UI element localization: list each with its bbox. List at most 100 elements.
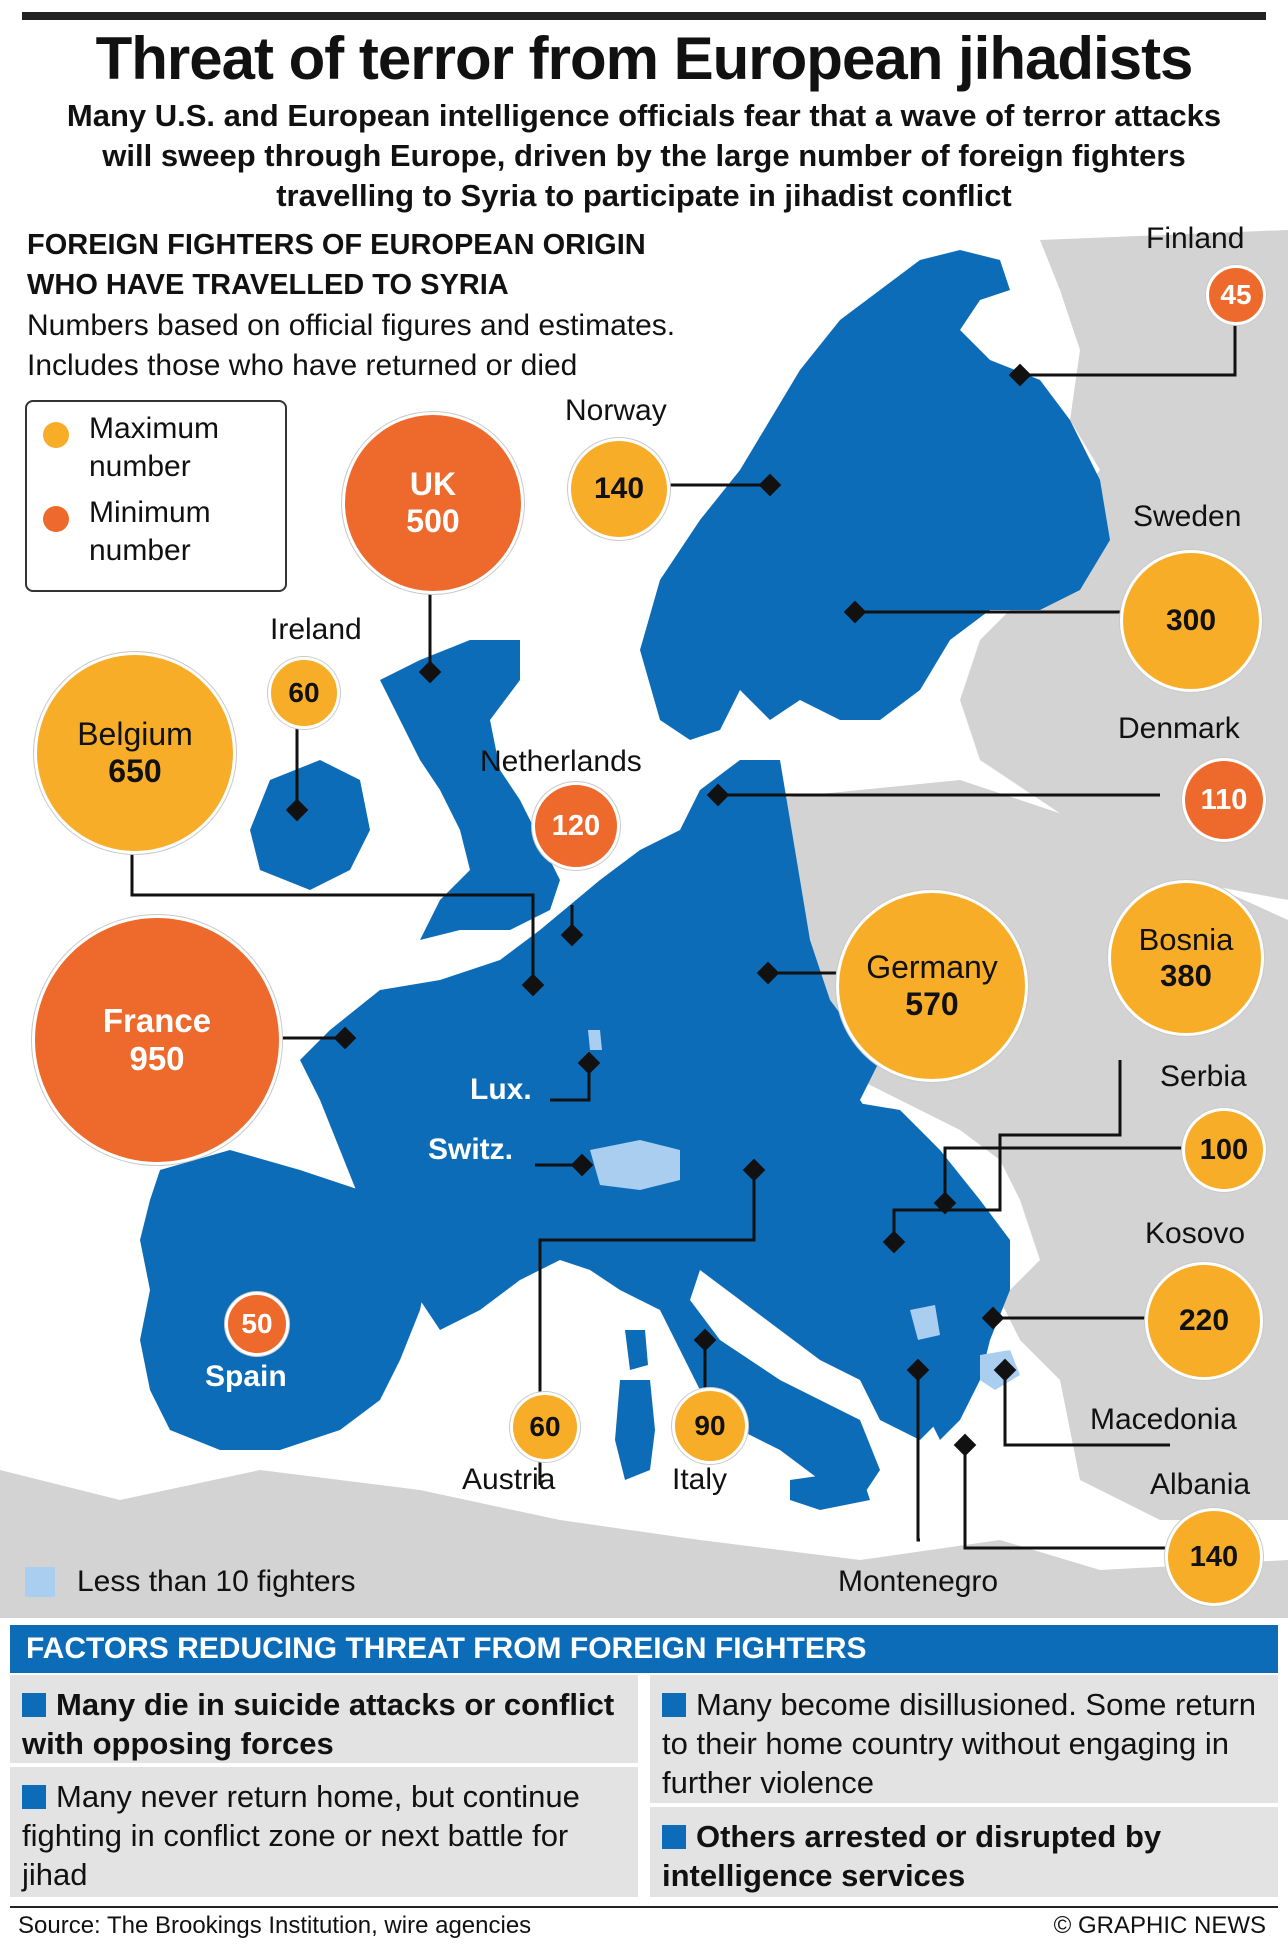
bubble-serbia: 100 [1182, 1108, 1266, 1192]
bubble-kosovo-value: 220 [1178, 1304, 1230, 1337]
corsica-shape [625, 1330, 648, 1370]
switzerland-shape [590, 1140, 680, 1190]
country-label-austria: Austria [462, 1463, 556, 1496]
country-label-finland: Finland [1146, 222, 1245, 255]
bubble-norway: 140 [568, 438, 670, 540]
factor-item-4-text: Others arrested or disrupted by intellig… [662, 1819, 1162, 1893]
bubble-bosnia-value: 380 [1160, 958, 1212, 993]
label-switzerland: Switz. [428, 1133, 514, 1166]
bubble-italy-value: 90 [694, 1410, 726, 1441]
map-note: Numbers based on official figures and es… [27, 306, 675, 386]
top-rule [22, 12, 1266, 20]
bubble-finland: 45 [1206, 265, 1266, 325]
bubble-france-name: France [102, 1002, 212, 1039]
factor-item-2-text: Many never return home, but continue fig… [22, 1779, 580, 1892]
label-montenegro: Montenegro [838, 1565, 999, 1598]
page-subtitle: Many U.S. and European intelligence offi… [66, 98, 1222, 213]
credit-text: © GRAPHIC NEWS [1053, 1912, 1266, 1939]
country-label-denmark: Denmark [1118, 712, 1240, 745]
source-text: Source: The Brookings Institution, wire … [18, 1912, 532, 1939]
country-label-sweden: Sweden [1133, 500, 1242, 533]
bubble-denmark-value: 110 [1200, 783, 1248, 816]
square-bullet-icon [662, 1693, 686, 1717]
iberia-shape [140, 1150, 430, 1450]
map-section-title: FOREIGN FIGHTERS OF EUROPEAN ORIGIN WHO … [27, 225, 646, 305]
country-label-serbia: Serbia [1160, 1060, 1247, 1093]
bubble-belgium: Belgium 650 [34, 652, 236, 854]
montenegro-shape [910, 1305, 940, 1340]
bubble-france-value: 950 [129, 1040, 185, 1077]
bubble-albania-value: 140 [1189, 1540, 1239, 1573]
bubble-ireland-value: 60 [288, 677, 320, 708]
factor-item-1-text: Many die in suicide attacks or conflict … [22, 1687, 615, 1761]
square-bullet-icon [22, 1785, 46, 1809]
factor-item-1: Many die in suicide attacks or conflict … [10, 1675, 638, 1763]
minimum-legend-dot [43, 506, 69, 532]
factor-item-2: Many never return home, but continue fig… [10, 1767, 638, 1897]
country-label-spain: Spain [205, 1360, 287, 1393]
bubble-albania: 140 [1165, 1508, 1263, 1606]
bubble-spain: 50 [225, 1292, 289, 1356]
maximum-legend-line2: number [89, 450, 191, 483]
maximum-legend-label: Maximum number [89, 410, 219, 486]
bubble-belgium-name: Belgium [77, 716, 193, 752]
factor-item-3-text: Many become disillusioned. Some return t… [662, 1687, 1256, 1800]
bubble-norway-value: 140 [593, 472, 645, 505]
square-bullet-icon [662, 1825, 686, 1849]
bubble-sweden: 300 [1120, 550, 1262, 692]
square-bullet-icon [22, 1693, 46, 1717]
country-label-ireland: Ireland [270, 613, 362, 646]
map-note-line2: Includes those who have returned or died [27, 349, 578, 382]
luxembourg-shape [588, 1030, 602, 1050]
label-luxembourg: Lux. [470, 1073, 532, 1106]
bubble-uk: UK 500 [342, 412, 524, 594]
uk-shape [380, 640, 560, 940]
factor-item-4: Others arrested or disrupted by intellig… [650, 1807, 1278, 1897]
bubble-denmark: 110 [1182, 758, 1266, 842]
bubble-ireland: 60 [268, 657, 340, 729]
maximum-legend-line1: Maximum [89, 412, 220, 445]
bubble-netherlands-value: 120 [551, 809, 601, 842]
country-label-netherlands: Netherlands [480, 745, 642, 778]
bubble-austria: 60 [510, 1392, 580, 1462]
bubble-germany-value: 570 [905, 986, 959, 1022]
bubble-belgium-value: 650 [108, 753, 162, 789]
bubble-italy: 90 [672, 1388, 748, 1464]
continent-shape [300, 760, 960, 1500]
sicily-shape [790, 1470, 870, 1510]
label-macedonia: Macedonia [1090, 1403, 1237, 1436]
bubble-finland-value: 45 [1220, 279, 1252, 310]
country-label-kosovo: Kosovo [1145, 1217, 1246, 1250]
bubble-austria-value: 60 [529, 1411, 561, 1442]
minimum-legend-line2: number [89, 534, 191, 567]
bubble-france: France 950 [32, 915, 282, 1165]
bubble-bosnia-name: Bosnia [1138, 922, 1234, 957]
less-than-10-swatch [25, 1567, 55, 1597]
page-title: Threat of terror from European jihadists [95, 25, 1194, 92]
bubble-uk-name: UK [409, 466, 457, 502]
location-markers [285, 363, 1032, 1457]
north-africa-land [0, 1470, 1288, 1618]
map-note-line1: Numbers based on official figures and es… [27, 309, 676, 342]
sardinia-shape [615, 1380, 655, 1480]
legend: Maximum number Minimum number [25, 400, 287, 592]
country-label-italy: Italy [672, 1463, 728, 1496]
bubble-germany-name: Germany [866, 949, 998, 985]
scandinavia-shape [640, 250, 1110, 740]
bubble-serbia-value: 100 [1199, 1133, 1249, 1166]
footer-rule [10, 1906, 1278, 1908]
bubble-spain-value: 50 [241, 1308, 273, 1339]
bubble-uk-value: 500 [406, 503, 460, 539]
minimum-legend-line1: Minimum [89, 496, 211, 529]
country-label-norway: Norway [565, 394, 667, 427]
bubble-kosovo: 220 [1145, 1262, 1263, 1380]
ireland-shape [250, 760, 370, 890]
map-section-title-line2: WHO HAVE TRAVELLED TO SYRIA [27, 269, 509, 301]
turkey-land [1060, 1360, 1288, 1520]
map-section-title-line1: FOREIGN FIGHTERS OF EUROPEAN ORIGIN [27, 229, 646, 261]
bubble-bosnia: Bosnia 380 [1108, 880, 1264, 1036]
bubble-netherlands: 120 [532, 782, 620, 870]
factor-item-3: Many become disillusioned. Some return t… [650, 1675, 1278, 1803]
country-label-albania: Albania [1150, 1468, 1251, 1501]
maximum-legend-dot [43, 422, 69, 448]
